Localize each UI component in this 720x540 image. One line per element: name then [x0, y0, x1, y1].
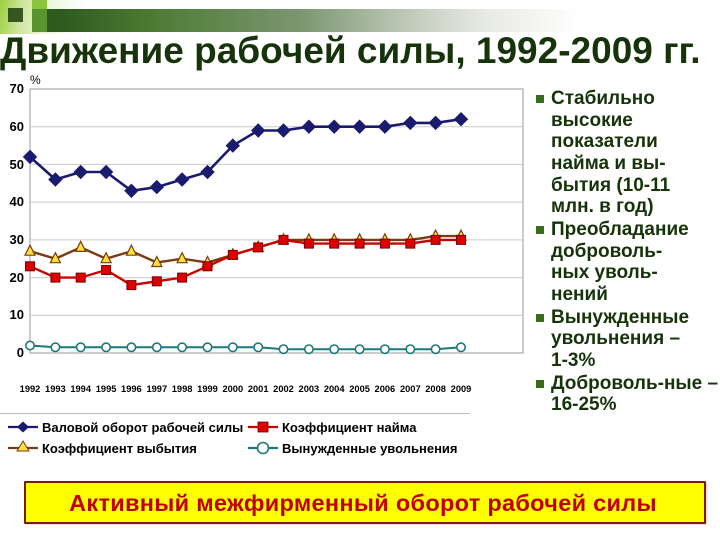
svg-text:2000: 2000 [222, 384, 243, 394]
svg-text:10: 10 [10, 307, 24, 322]
svg-text:2006: 2006 [375, 384, 396, 394]
svg-text:1993: 1993 [45, 384, 66, 394]
svg-text:70: 70 [10, 81, 24, 96]
svg-text:20: 20 [10, 270, 24, 285]
svg-text:1992: 1992 [20, 384, 41, 394]
svg-text:40: 40 [10, 194, 24, 209]
svg-text:2003: 2003 [299, 384, 320, 394]
svg-text:Вынужденные увольнения: Вынужденные увольнения [282, 441, 458, 456]
svg-text:Коэффициент найма: Коэффициент найма [282, 420, 417, 435]
svg-text:2009: 2009 [451, 384, 472, 394]
svg-text:0: 0 [17, 345, 24, 360]
svg-text:1996: 1996 [121, 384, 142, 394]
svg-text:1997: 1997 [146, 384, 167, 394]
svg-text:%: % [30, 73, 41, 87]
svg-text:2001: 2001 [248, 384, 269, 394]
svg-text:50: 50 [10, 157, 24, 172]
svg-text:60: 60 [10, 119, 24, 134]
svg-text:2002: 2002 [273, 384, 294, 394]
svg-text:1998: 1998 [172, 384, 193, 394]
svg-text:1994: 1994 [70, 384, 92, 394]
svg-text:2005: 2005 [349, 384, 370, 394]
svg-text:1999: 1999 [197, 384, 218, 394]
svg-text:Коэффициент выбытия: Коэффициент выбытия [42, 441, 197, 456]
svg-text:2004: 2004 [324, 384, 346, 394]
svg-text:2007: 2007 [400, 384, 421, 394]
svg-text:30: 30 [10, 232, 24, 247]
svg-text:2008: 2008 [425, 384, 446, 394]
svg-text:1995: 1995 [96, 384, 117, 394]
svg-text:Валовой оборот рабочей силы: Валовой оборот рабочей силы [42, 420, 243, 435]
